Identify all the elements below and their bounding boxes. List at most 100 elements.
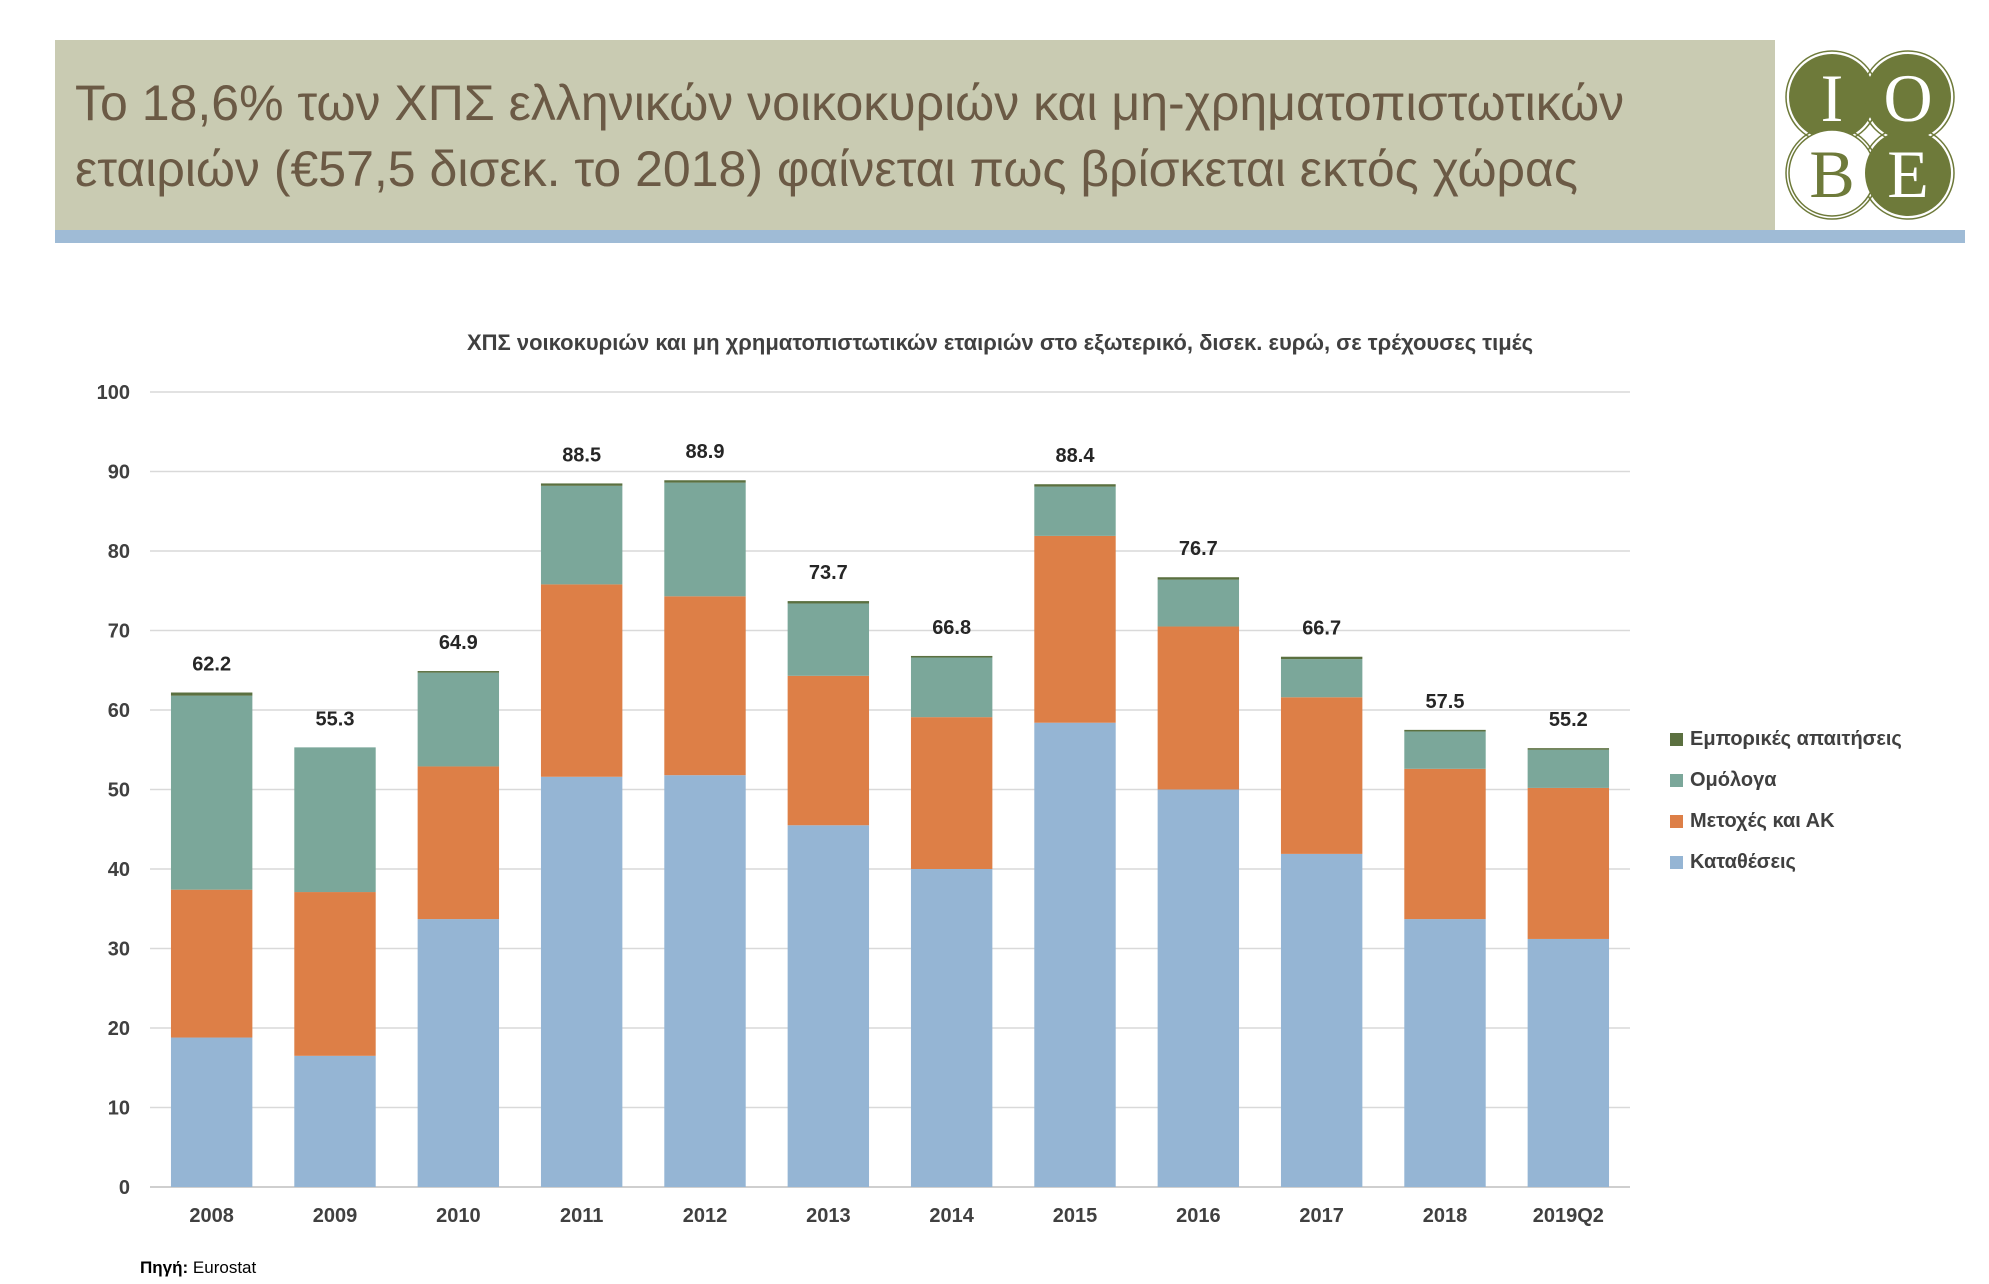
bar-segment [540, 485, 623, 585]
total-label: 64.9 [439, 632, 478, 654]
source-text: Eurostat [192, 1258, 257, 1277]
source-label: Πηγή: [140, 1258, 189, 1277]
bar-segment [1527, 938, 1610, 1187]
y-tick-label: 90 [108, 462, 130, 484]
bar-segment [1527, 787, 1610, 939]
legend-label: Μετοχές και ΑΚ [1690, 810, 1835, 832]
logo-letter-o: O [1883, 60, 1932, 136]
y-tick-label: 0 [119, 1177, 130, 1199]
bar-segment [1404, 731, 1486, 769]
bar-segment [664, 482, 746, 597]
bar-segment [417, 671, 500, 673]
y-tick-label: 100 [97, 382, 130, 404]
bar-segment [1280, 853, 1363, 1187]
total-label: 73.7 [809, 562, 848, 584]
logo-disc-i [1789, 54, 1875, 140]
bar-segment [1280, 656, 1363, 660]
y-tick-label: 20 [108, 1018, 130, 1040]
y-tick-label: 80 [108, 541, 130, 563]
iobe-logo: I O B E [1785, 50, 1955, 220]
y-axis-ticks: 0 10 20 30 40 50 60 70 80 90 100 [97, 382, 130, 1199]
stacked-bar-chart: ΧΠΣ νοικοκυριών και μη χρηματοπιστωτικών… [97, 330, 1902, 1227]
bar-segment [170, 1037, 253, 1187]
x-tick-label: 2016 [1176, 1205, 1221, 1227]
bar-segment [1034, 486, 1116, 536]
bar-segment [294, 1055, 376, 1187]
bar-segment [787, 603, 870, 676]
bars [170, 480, 1610, 1187]
total-label: 88.9 [686, 441, 725, 463]
bar-segment [664, 596, 746, 776]
bar-segment [910, 869, 993, 1187]
y-tick-label: 70 [108, 621, 130, 643]
total-label: 62.2 [192, 654, 231, 676]
bar-segment [1527, 748, 1610, 750]
logo-disc-e [1865, 130, 1951, 216]
logo-disc-o [1865, 54, 1951, 140]
total-label: 66.7 [1302, 618, 1341, 640]
y-tick-label: 10 [108, 1098, 130, 1120]
legend-swatch [1670, 856, 1683, 869]
bar-segment [1157, 789, 1240, 1187]
bar-segment [787, 825, 870, 1187]
bar-segment [1280, 659, 1363, 698]
y-tick-label: 50 [108, 780, 130, 802]
header-divider [55, 230, 1965, 243]
bar-segment [417, 919, 500, 1187]
legend-label: Ομόλογα [1690, 769, 1777, 791]
total-label: 76.7 [1179, 538, 1218, 560]
chart-title: ΧΠΣ νοικοκυριών και μη χρηματοπιστωτικών… [467, 330, 1533, 355]
bar-segment [1404, 919, 1486, 1187]
bar-segment [1034, 722, 1116, 1187]
x-axis-ticks: 2008 2009 2010 2011 2012 2013 2014 2015 2016 2017… [189, 1205, 1604, 1227]
x-tick-label: 2012 [683, 1205, 728, 1227]
bar-segment [294, 747, 376, 893]
legend-swatch [1670, 815, 1683, 828]
total-label: 55.2 [1549, 709, 1588, 731]
gridlines [150, 391, 1630, 1188]
x-tick-label: 2011 [560, 1205, 603, 1227]
total-label: 57.5 [1426, 691, 1465, 713]
total-label: 88.5 [562, 444, 601, 466]
bar-segment [540, 776, 623, 1187]
page-title: Το 18,6% των ΧΠΣ ελληνικών νοικοκυριών κ… [75, 75, 1625, 197]
bar-segment [1527, 749, 1610, 788]
x-tick-label: 2018 [1423, 1205, 1468, 1227]
total-label: 55.3 [316, 708, 355, 730]
x-tick-label: 2017 [1299, 1205, 1344, 1227]
logo-letter-i: I [1821, 60, 1844, 136]
legend: Εμπορικές απαιτήσεις Ομόλογα Μετοχές και Α… [1670, 728, 1902, 873]
bar-segment [910, 717, 993, 869]
bar-segment [1034, 484, 1116, 487]
bar-segment [417, 672, 500, 767]
bar-segment [787, 601, 870, 604]
bar-segment [294, 892, 376, 1056]
bar-segment [1404, 768, 1486, 920]
total-labels: 62.2 55.3 64.9 88.5 88.9 73.7 66.8 88.4 76.7 66.7… [192, 441, 1588, 731]
y-tick-label: 40 [108, 859, 130, 881]
total-label: 88.4 [1056, 445, 1096, 467]
total-label: 66.8 [932, 617, 971, 639]
legend-label: Καταθέσεις [1690, 851, 1796, 873]
bar-segment [1280, 697, 1363, 854]
header-band: Το 18,6% των ΧΠΣ ελληνικών νοικοκυριών κ… [55, 40, 1775, 230]
bar-segment [170, 695, 253, 890]
bar-segment [1404, 729, 1486, 732]
bar-segment [417, 766, 500, 920]
y-tick-label: 60 [108, 700, 130, 722]
bar-segment [540, 584, 623, 777]
bar-segment [664, 775, 746, 1187]
x-tick-label: 2008 [189, 1205, 234, 1227]
bar-segment [910, 655, 993, 658]
source-note: Πηγή: Eurostat [140, 1258, 256, 1278]
logo-letter-b: B [1809, 136, 1854, 212]
bar-segment [1157, 626, 1240, 790]
legend-swatch [1670, 774, 1683, 787]
bar-segment [170, 692, 253, 696]
bar-segment [1157, 577, 1240, 580]
x-tick-label: 2009 [313, 1205, 358, 1227]
x-tick-label: 2015 [1053, 1205, 1098, 1227]
legend-swatch [1670, 733, 1683, 746]
x-tick-label: 2013 [806, 1205, 851, 1227]
bar-segment [664, 480, 746, 483]
